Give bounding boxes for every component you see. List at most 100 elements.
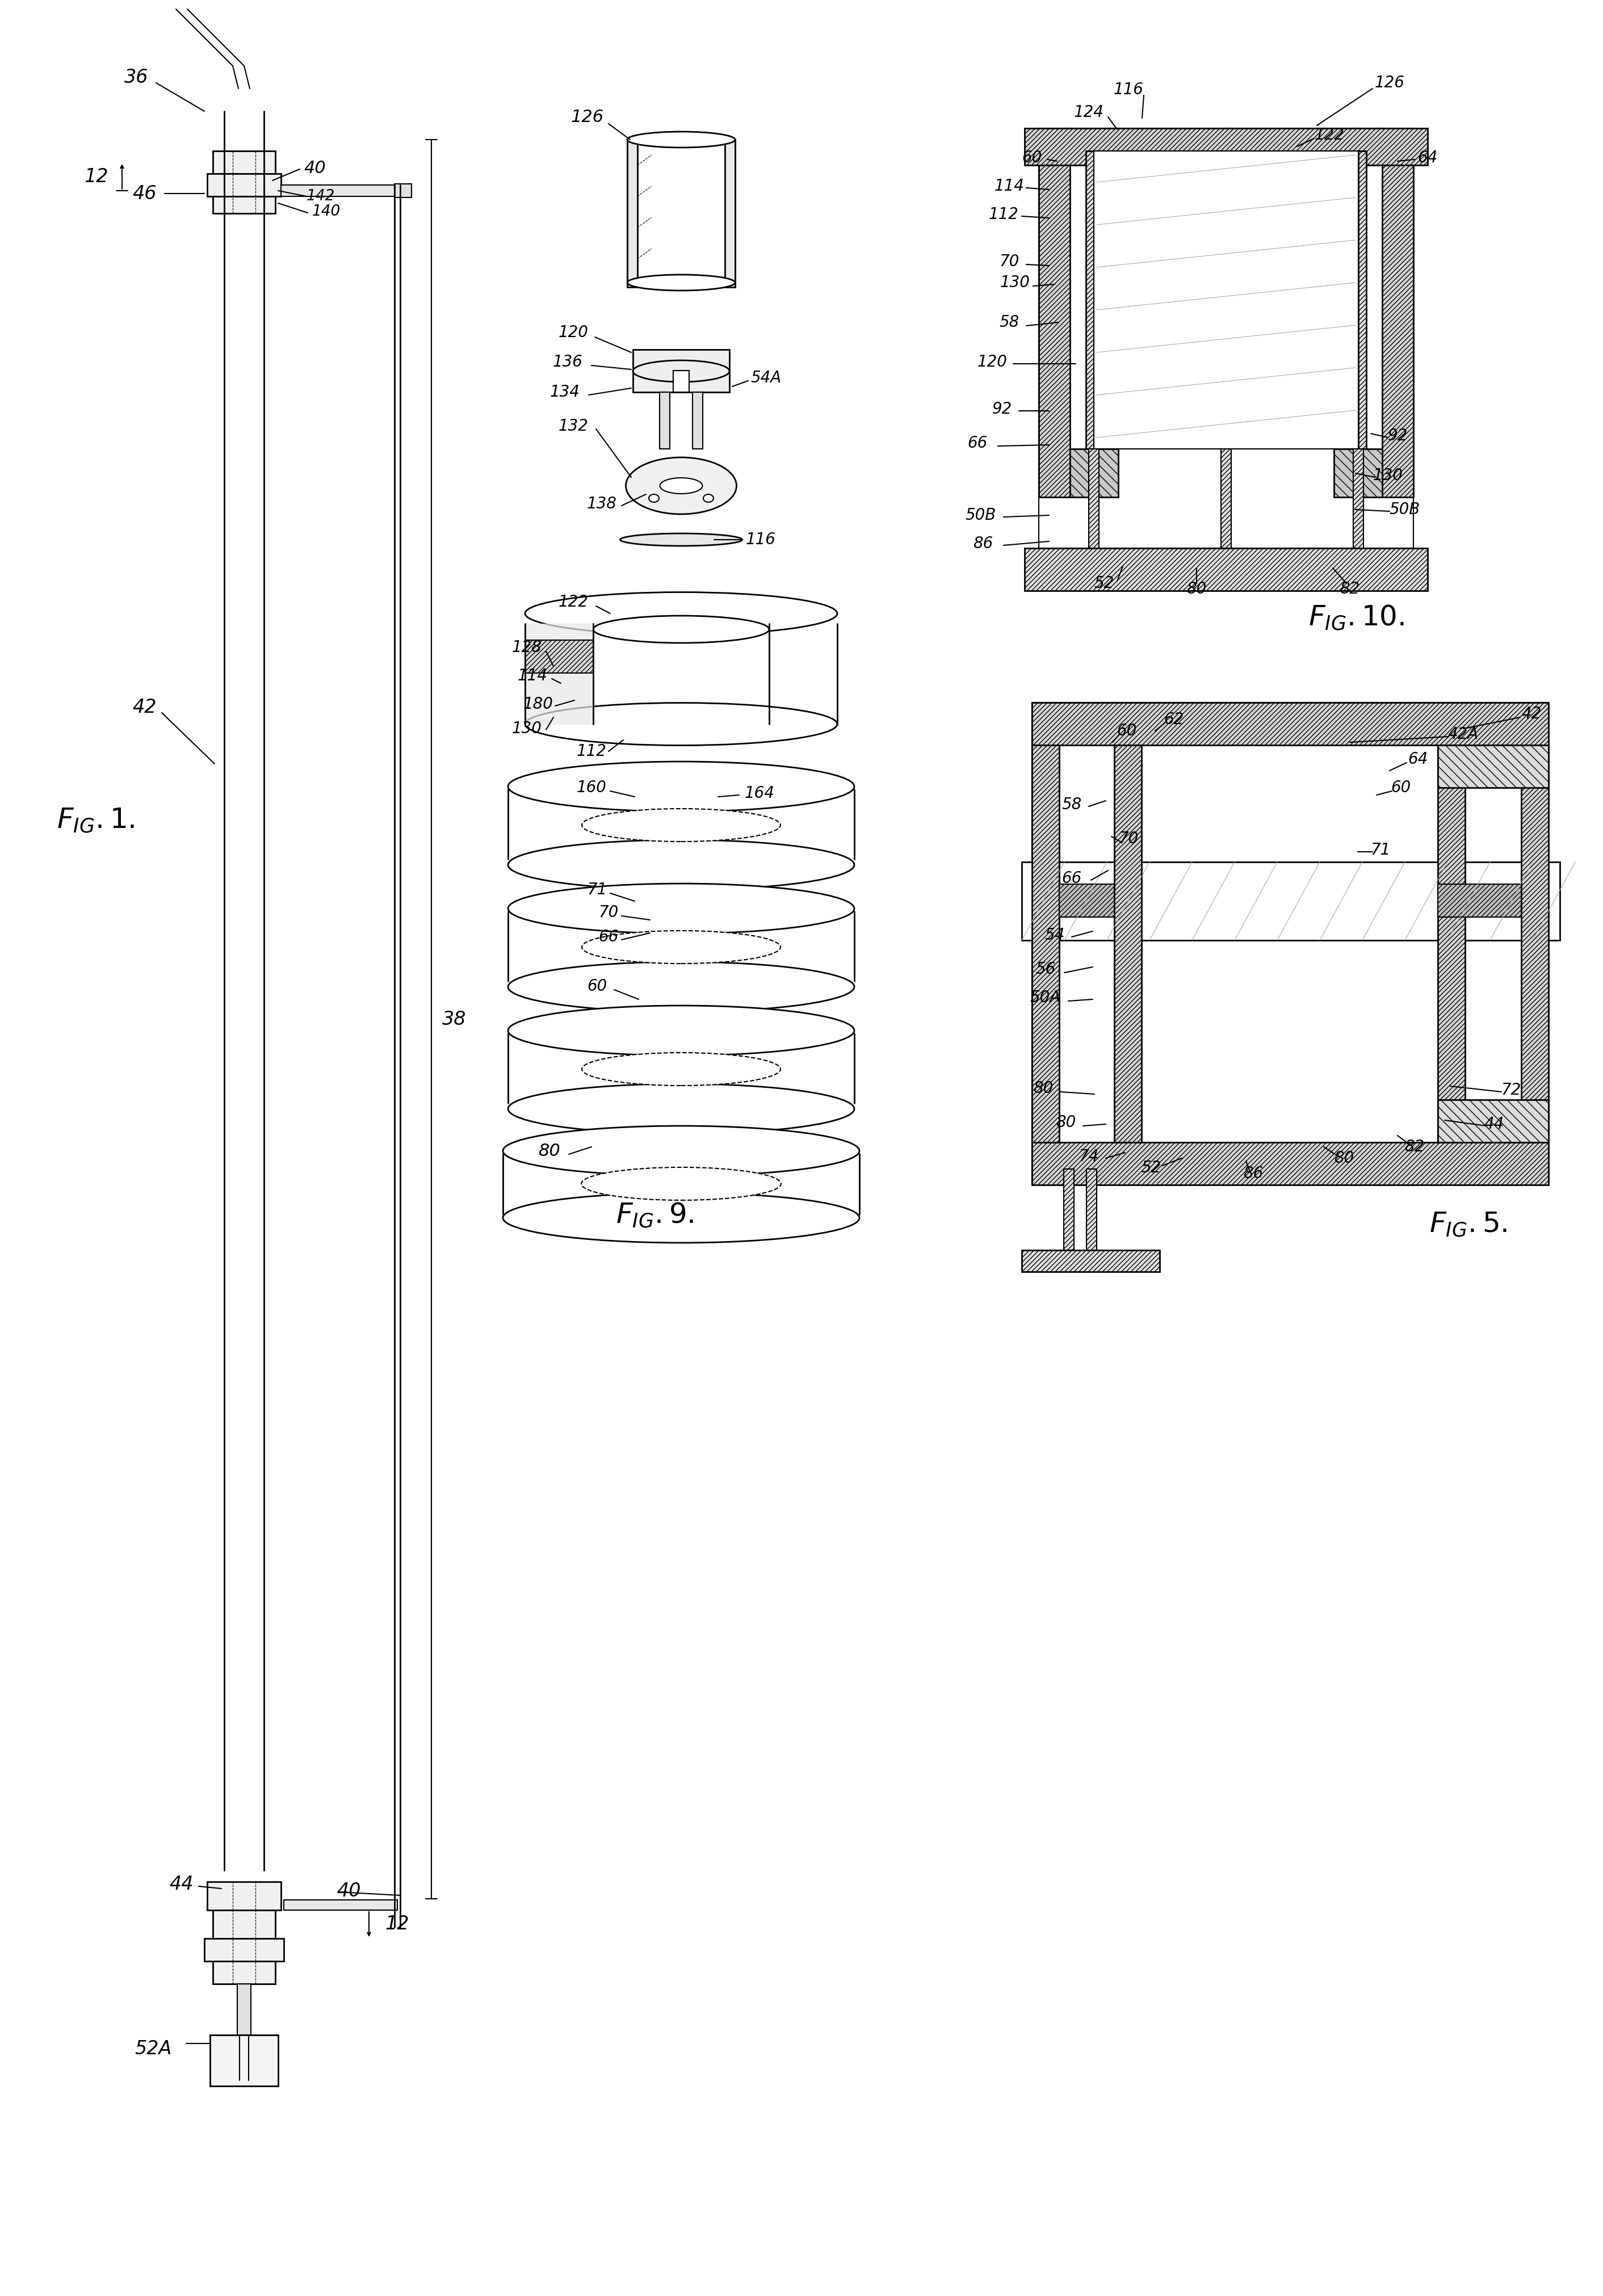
Bar: [1032, 703, 1548, 1185]
Text: 112: 112: [989, 207, 1018, 223]
Bar: [1032, 1143, 1548, 1185]
Ellipse shape: [633, 360, 729, 381]
Text: 50A: 50A: [1031, 990, 1061, 1006]
Bar: [1438, 746, 1548, 788]
Text: 112: 112: [577, 744, 606, 760]
Text: 130: 130: [1372, 468, 1403, 484]
Ellipse shape: [660, 478, 702, 494]
Text: 12: 12: [385, 1915, 409, 1933]
Ellipse shape: [582, 808, 781, 843]
Text: 128: 128: [511, 641, 542, 654]
Text: 50B: 50B: [965, 507, 997, 523]
Text: 116: 116: [1114, 83, 1143, 99]
Text: 66: 66: [1061, 870, 1082, 886]
Text: 52: 52: [1141, 1159, 1161, 1176]
Text: 66: 66: [968, 436, 987, 450]
Text: 134: 134: [550, 383, 580, 400]
Bar: [1039, 129, 1414, 549]
Bar: [1021, 861, 1560, 941]
Text: 120: 120: [978, 354, 1007, 370]
Ellipse shape: [649, 494, 659, 503]
Bar: [1438, 884, 1521, 916]
Ellipse shape: [582, 1166, 781, 1201]
Text: 71: 71: [1371, 843, 1390, 859]
Text: 42: 42: [1521, 705, 1542, 721]
Text: 46: 46: [133, 184, 157, 202]
Text: 70: 70: [1119, 831, 1138, 847]
Text: 80: 80: [1334, 1150, 1355, 1166]
Text: 120: 120: [558, 324, 588, 340]
Bar: [627, 140, 638, 287]
Text: 114: 114: [518, 668, 548, 684]
Bar: [1085, 152, 1093, 450]
Text: 92: 92: [992, 402, 1011, 418]
Text: 122: 122: [1314, 126, 1345, 142]
Ellipse shape: [508, 884, 854, 934]
Text: 126: 126: [1374, 76, 1404, 92]
Bar: [1069, 450, 1119, 498]
Text: 160: 160: [577, 781, 606, 797]
Ellipse shape: [503, 1125, 859, 1176]
Bar: [207, 1883, 281, 1910]
Text: 60: 60: [1023, 149, 1042, 165]
Bar: [1382, 165, 1414, 498]
Text: 130: 130: [1000, 276, 1031, 292]
Bar: [1438, 746, 1465, 1143]
Text: 130: 130: [511, 721, 542, 737]
Text: 12: 12: [85, 168, 109, 186]
Text: 58: 58: [1061, 797, 1082, 813]
Text: 80: 80: [1056, 1114, 1076, 1130]
Text: 80: 80: [539, 1143, 561, 1159]
Bar: [526, 641, 593, 673]
Text: $\mathit{F_{IG}. 1.}$: $\mathit{F_{IG}. 1.}$: [56, 806, 135, 833]
Text: 122: 122: [558, 595, 588, 611]
Text: 52A: 52A: [135, 2039, 172, 2060]
Text: 64: 64: [1417, 149, 1438, 165]
Bar: [673, 370, 689, 393]
Text: 60: 60: [1117, 723, 1137, 739]
Ellipse shape: [508, 1084, 854, 1134]
Bar: [1021, 1249, 1159, 1272]
Text: 80: 80: [1186, 581, 1207, 597]
Bar: [207, 174, 281, 197]
Bar: [1088, 450, 1100, 549]
Text: 40: 40: [305, 161, 325, 177]
Text: 52: 52: [1093, 576, 1114, 592]
Ellipse shape: [508, 1006, 854, 1056]
Bar: [1024, 549, 1428, 590]
Bar: [210, 2034, 279, 2087]
Text: 82: 82: [1340, 581, 1359, 597]
Text: 116: 116: [745, 533, 776, 549]
Text: 71: 71: [587, 882, 608, 898]
Ellipse shape: [625, 457, 736, 514]
Bar: [1093, 152, 1358, 450]
Text: 54: 54: [1045, 928, 1064, 944]
Bar: [1060, 884, 1114, 916]
Ellipse shape: [704, 494, 713, 503]
Text: 44: 44: [1484, 1116, 1504, 1132]
Text: 80: 80: [1034, 1081, 1053, 1097]
Text: 114: 114: [994, 179, 1024, 195]
Bar: [284, 1899, 398, 1910]
Text: $\mathit{F_{IG}. 10.}$: $\mathit{F_{IG}. 10.}$: [1308, 604, 1404, 631]
Text: 92: 92: [1388, 427, 1407, 443]
Ellipse shape: [620, 533, 742, 546]
Text: 38: 38: [442, 1010, 466, 1029]
Text: 140: 140: [313, 204, 341, 218]
Bar: [692, 393, 702, 450]
Text: 138: 138: [587, 496, 617, 512]
Bar: [633, 349, 729, 393]
Text: 124: 124: [1074, 103, 1104, 119]
Bar: [659, 393, 670, 450]
Bar: [1039, 165, 1069, 498]
Ellipse shape: [582, 930, 781, 964]
Bar: [213, 1910, 276, 1938]
Text: 164: 164: [744, 785, 774, 801]
Bar: [1032, 746, 1060, 1143]
Ellipse shape: [526, 703, 837, 746]
Text: 132: 132: [558, 418, 588, 434]
Bar: [1024, 129, 1428, 165]
Bar: [1114, 746, 1141, 1143]
Text: 60: 60: [587, 978, 608, 994]
Text: 50B: 50B: [1390, 501, 1420, 517]
